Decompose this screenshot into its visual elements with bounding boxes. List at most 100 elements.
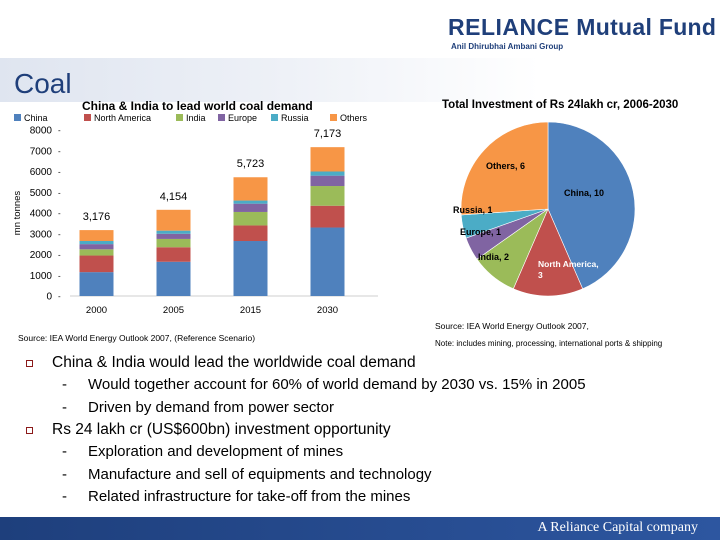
bullet-text: Rs 24 lakh cr (US$600bn) investment oppo…: [52, 421, 391, 439]
pie-slice-label: North America,: [538, 259, 599, 269]
y-tick-mark: -: [58, 188, 61, 197]
y-tick-label: 2000: [30, 250, 53, 261]
source-left: Source: IEA World Energy Outlook 2007, (…: [18, 333, 256, 343]
y-tick-mark: -: [58, 230, 61, 239]
pie-slice: [512, 208, 584, 297]
footer-bar: A Reliance Capital company: [0, 517, 720, 540]
bar-segment: [310, 175, 345, 187]
pie-slice-label: Europe, 1: [460, 227, 501, 237]
bar-total-label: 7,173: [314, 128, 342, 140]
bullet-item: Rs 24 lakh cr (US$600bn) investment oppo…: [22, 419, 712, 441]
dash-icon: -: [62, 465, 67, 483]
legend-swatch: [330, 114, 337, 121]
title-band: [0, 58, 720, 102]
sub-bullet-item: - Manufacture and sell of equipments and …: [22, 464, 712, 487]
logo-product: Mutual Fund: [576, 14, 717, 40]
coal-demand-bar-chart: China & India to lead world coal demand C…: [12, 99, 378, 316]
legend-swatch: [14, 114, 21, 121]
bullet-item: China & India would lead the worldwide c…: [22, 352, 712, 374]
pie-slice-label: Russia, 1: [453, 205, 493, 215]
sub-bullet-item: - Driven by demand from power sector: [22, 397, 712, 420]
y-tick-label: 5000: [30, 188, 53, 199]
source-right: Source: IEA World Energy Outlook 2007,: [435, 321, 589, 331]
bar-segment: [79, 244, 114, 250]
slide-title: Coal: [14, 68, 72, 99]
pie-slice-label: China, 10: [564, 188, 604, 198]
square-bullet-icon: [26, 427, 33, 435]
bar-segment: [310, 227, 345, 296]
logo-group: Anil Dhirubhai Ambani Group: [451, 42, 564, 51]
y-tick-label: 0: [46, 292, 52, 303]
bar-total-label: 4,154: [160, 191, 188, 203]
bar-segment: [156, 209, 191, 231]
logo-wordmark: RELIANCE Mutual Fund: [448, 14, 718, 41]
y-tick-mark: -: [58, 147, 61, 156]
sub-bullet-text: Driven by demand from power sector: [88, 398, 334, 416]
pie-slice: [547, 121, 636, 290]
investment-pie-chart: Total Investment of Rs 24lakh cr, 2006-2…: [442, 99, 678, 297]
legend-swatch: [84, 114, 91, 121]
square-bullet-icon: [26, 360, 33, 367]
sub-bullet-text: Would together account for 60% of world …: [88, 376, 586, 393]
pie-slice-label: India, 2: [478, 252, 509, 262]
bar-segment: [233, 225, 268, 242]
sub-bullet-item: - Would together account for 60% of world…: [22, 374, 712, 397]
bar-segment: [156, 233, 191, 239]
bar-segment: [156, 230, 191, 234]
bar-segment: [310, 147, 345, 172]
bar-segment: [233, 203, 268, 212]
bar-segment: [156, 238, 191, 248]
logo-brand: RELIANCE: [448, 14, 570, 40]
bar-segment: [310, 186, 345, 206]
reliance-logo: RELIANCE Mutual Fund Anil Dhirubhai Amba…: [448, 14, 718, 51]
y-tick-label: 7000: [30, 146, 53, 157]
dash-icon: -: [62, 376, 67, 393]
bar-segment: [79, 241, 114, 245]
pie-chart-title: Total Investment of Rs 24lakh cr, 2006-2…: [442, 99, 678, 111]
y-tick-mark: -: [58, 271, 61, 280]
pie-slice: [460, 121, 549, 216]
y-tick-label: 3000: [30, 229, 53, 240]
y-tick-mark: -: [58, 292, 61, 301]
pie-slice-label: 3: [538, 270, 543, 280]
legend-swatch: [218, 114, 225, 121]
y-tick-label: 4000: [30, 209, 53, 220]
bar-segment: [310, 205, 345, 228]
y-tick-label: 6000: [30, 167, 53, 178]
y-tick-label: 8000: [30, 126, 53, 137]
legend-swatch: [271, 114, 278, 121]
legend-label: Europe: [228, 113, 257, 123]
bar-segment: [79, 230, 114, 242]
bar-total-label: 3,176: [83, 211, 111, 223]
bar-segment: [79, 272, 114, 296]
sub-bullet-text: Related infrastructure for take-off from…: [88, 488, 411, 506]
bar-segment: [233, 211, 268, 226]
bar-segment: [79, 249, 114, 256]
y-tick-mark: -: [58, 209, 61, 218]
dash-icon: -: [62, 488, 67, 506]
bar-segment: [233, 177, 268, 201]
note-right: Note: includes mining, processing, inter…: [435, 339, 663, 348]
bullet-text: China & India would lead the worldwide c…: [52, 354, 416, 371]
x-tick-label: 2005: [163, 305, 184, 316]
legend-label: Others: [340, 113, 368, 123]
bar-chart-title: China & India to lead world coal demand: [82, 99, 313, 113]
bar-total-label: 5,723: [237, 158, 265, 170]
legend-label: Russia: [281, 113, 309, 123]
pie-slice-label: Others, 6: [486, 161, 525, 171]
sub-bullet-text: Manufacture and sell of equipments and t…: [88, 465, 432, 483]
dash-icon: -: [62, 443, 67, 461]
bar-segment: [156, 261, 191, 296]
y-tick-label: 1000: [30, 271, 53, 282]
bar-segment: [79, 255, 114, 273]
x-tick-label: 2015: [240, 305, 261, 316]
bar-segment: [310, 171, 345, 176]
bar-segment: [156, 247, 191, 262]
legend-label: China: [24, 113, 48, 123]
y-tick-mark: -: [58, 126, 61, 135]
legend-label: India: [186, 113, 206, 123]
footer-text: A Reliance Capital company: [537, 520, 698, 535]
legend-label: North America: [94, 113, 151, 123]
sub-bullet-item: - Related infrastructure for take-off fro…: [22, 486, 712, 509]
x-tick-label: 2000: [86, 305, 107, 316]
